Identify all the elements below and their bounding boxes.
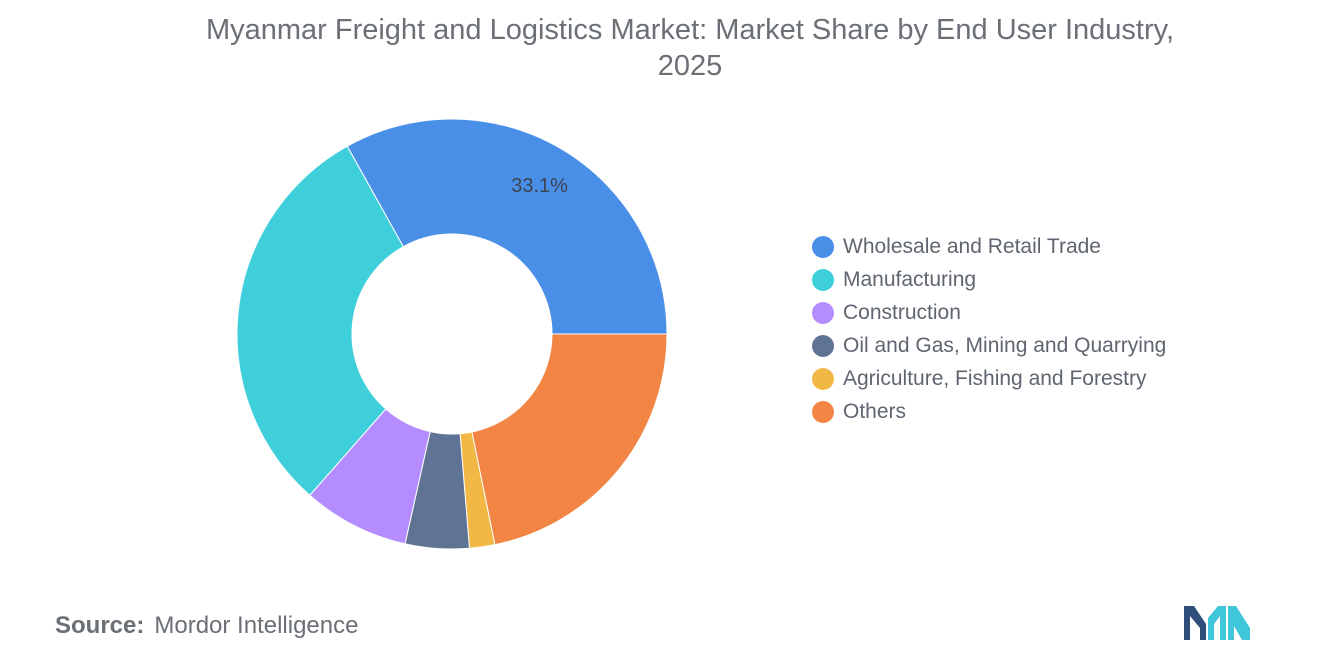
legend-item-others: Others [812, 395, 1166, 428]
source-label: Source: [55, 612, 145, 639]
legend-swatch-icon [812, 301, 834, 324]
legend-item-manufacturing: Manufacturing [812, 263, 1166, 296]
legend-label: Manufacturing [843, 267, 977, 291]
legend-swatch-icon [812, 268, 834, 291]
legend-swatch-icon [812, 334, 834, 357]
legend-label: Oil and Gas, Mining and Quarrying [843, 333, 1167, 357]
source-text: Mordor Intelligence [154, 612, 359, 639]
legend-item-wholesale-and-retail-trade: Wholesale and Retail Trade [812, 230, 1166, 263]
donut-data-labels: 33.1% [511, 175, 568, 197]
legend-label: Construction [843, 300, 961, 324]
donut-slices [236, 118, 668, 550]
legend-swatch-icon [812, 235, 834, 258]
legend-label: Wholesale and Retail Trade [843, 234, 1101, 258]
slice-wholesale-and-retail-trade [346, 118, 668, 335]
chart-legend: Wholesale and Retail Trade Manufacturing C… [812, 230, 1166, 428]
legend-swatch-icon [812, 400, 834, 423]
legend-label: Agriculture, Fishing and Forestry [843, 366, 1147, 390]
chart-title-line-2: 2025 [657, 50, 723, 82]
slice-manufacturing [236, 145, 404, 496]
legend-item-agriculture-fishing-and-forestry: Agriculture, Fishing and Forestry [812, 362, 1166, 395]
mordor-intelligence-logo-icon [1184, 606, 1250, 640]
source-note: Source: Mordor Intelligence [55, 612, 358, 640]
legend-label: Others [843, 399, 907, 423]
slice-others [471, 333, 668, 546]
chart-title-line-1: Myanmar Freight and Logistics Market: Ma… [205, 14, 1175, 46]
data-label-wholesale-and-retail-trade: 33.1% [511, 175, 568, 197]
chart-title: Myanmar Freight and Logistics Market: Ma… [0, 12, 1320, 84]
legend-item-construction: Construction [812, 296, 1166, 329]
legend-swatch-icon [812, 367, 834, 390]
legend-item-oil-and-gas-mining-and-quarrying: Oil and Gas, Mining and Quarrying [812, 329, 1166, 362]
